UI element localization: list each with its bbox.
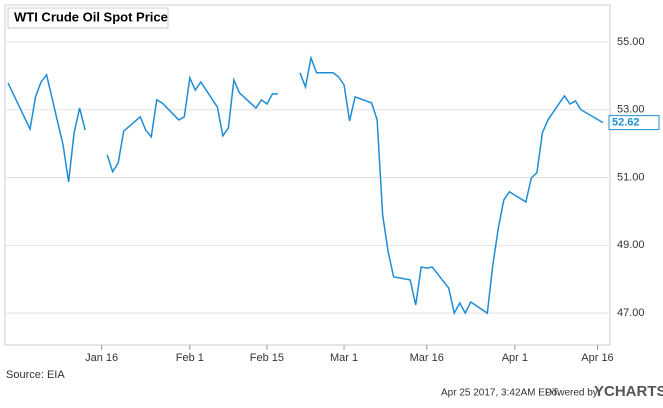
x-tick-label: Mar 16 (410, 352, 444, 364)
line (7, 73, 86, 183)
line (299, 55, 604, 316)
x-tick-label: Apr 16 (581, 352, 613, 364)
y-tick-label: 49.00 (617, 239, 645, 251)
brand: YCHARTS (594, 383, 663, 400)
x-tick-label: Jan 16 (85, 352, 118, 364)
y-tick-label: 53.00 (617, 104, 645, 116)
y-tick-label: 55.00 (617, 36, 645, 48)
y-tick-label: 51.00 (617, 171, 645, 183)
title-box (7, 7, 169, 29)
x-tick-label: Feb 1 (176, 352, 204, 364)
x-tick-label: Mar 1 (330, 352, 358, 364)
value-label-box (608, 115, 660, 131)
value-label: 52.62 (612, 117, 640, 129)
line (106, 75, 278, 174)
y-tick-label: 47.00 (617, 307, 645, 319)
plot-frame (4, 4, 611, 346)
source: Source: EIA (6, 369, 65, 381)
powered-by: Powered by (545, 388, 598, 399)
x-tick-label: Apr 1 (502, 352, 528, 364)
timestamp: Apr 25 2017, 3:42AM EDT. (441, 388, 560, 399)
chart-title: WTI Crude Oil Spot Price (14, 9, 168, 24)
x-tick-label: Feb 15 (250, 352, 284, 364)
